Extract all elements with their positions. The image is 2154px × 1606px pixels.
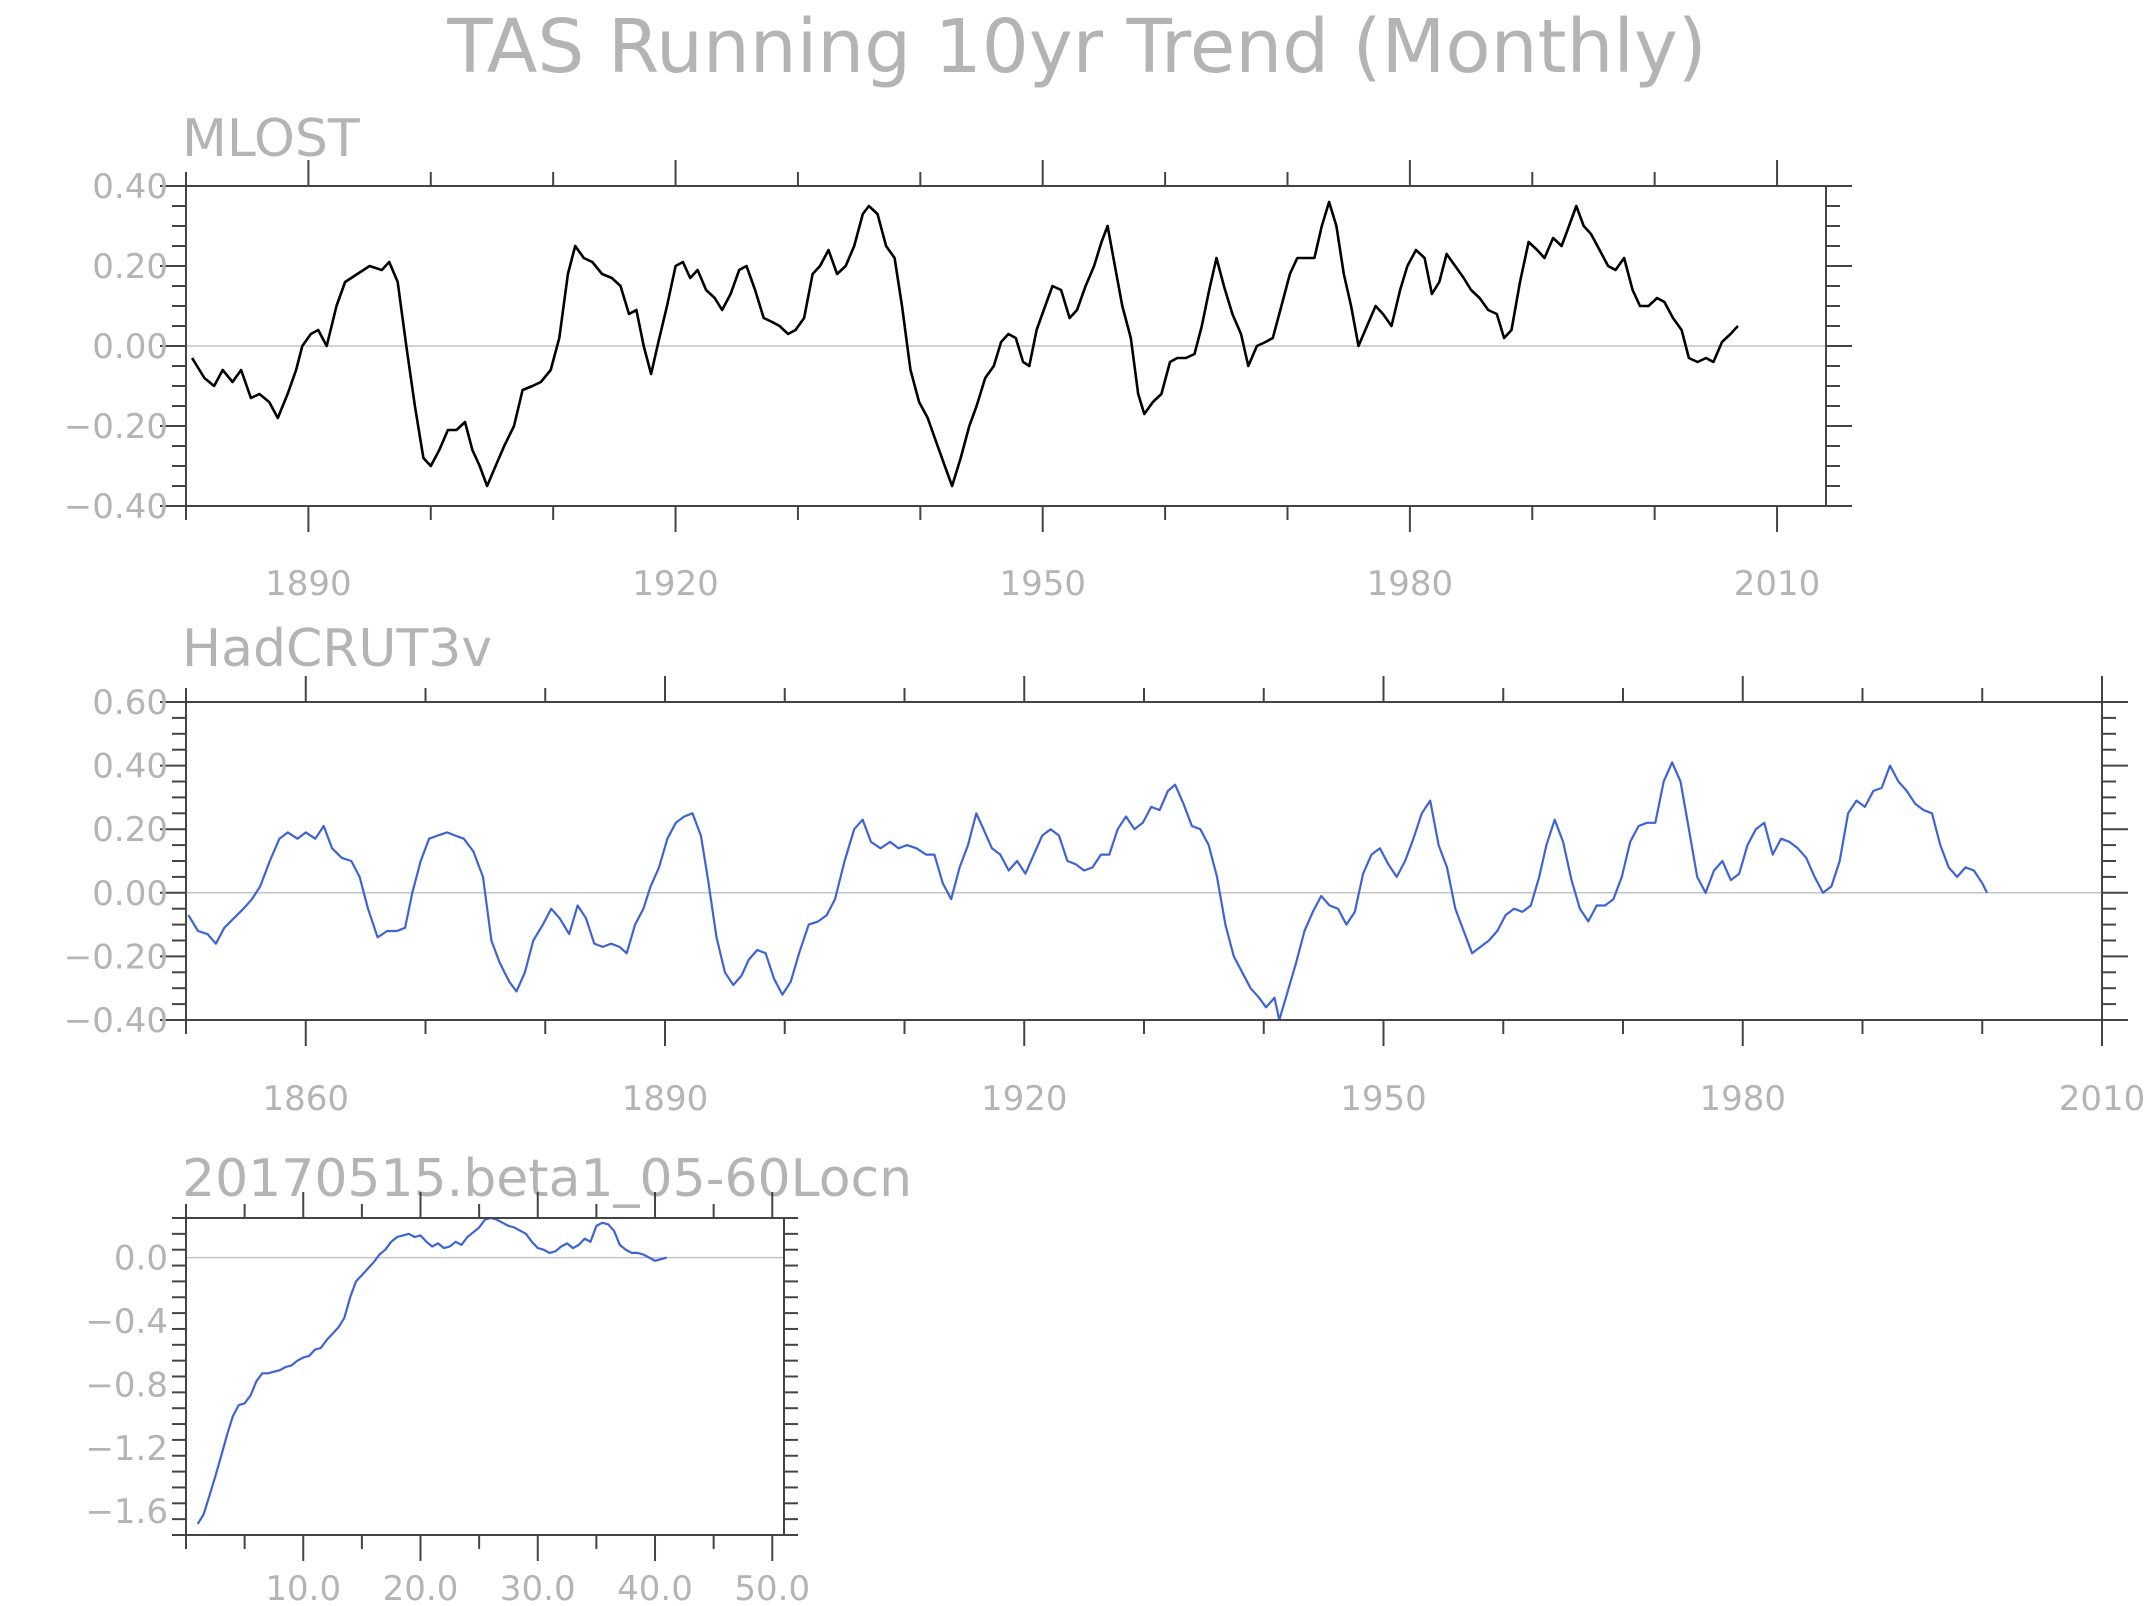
y-tick-label: −0.8 (85, 1365, 168, 1405)
x-tick-label: 10.0 (265, 1569, 341, 1606)
panel-title: 20170515.beta1_05-60Locn (182, 1149, 912, 1209)
panel-hadcrut3v: HadCRUT3v 1860 1890 1920 1950 1980 2010 −0.40 −… (64, 619, 2145, 1119)
x-tick-label: 1950 (999, 564, 1086, 604)
figure-title: TAS Running 10yr Trend (Monthly) (446, 4, 1706, 90)
y-tick-label: −1.2 (85, 1429, 168, 1469)
y-tick-label: 0.20 (92, 247, 168, 287)
series-line (190, 200, 1739, 488)
x-tick-label: 1980 (1367, 564, 1454, 604)
x-tick-label: 1860 (262, 1079, 349, 1119)
panel-title: HadCRUT3v (182, 619, 492, 679)
x-tick-label: 50.0 (734, 1569, 810, 1606)
y-tick-label: 0.40 (92, 167, 168, 207)
y-tick-label: 0.40 (92, 747, 168, 787)
y-tick-label: 0.20 (92, 810, 168, 850)
panel-mlost: MLOST 1890 1920 1950 1980 2010 −0.40 −0.20 0.00… (64, 109, 1852, 604)
y-tick-label: −0.20 (64, 937, 168, 977)
y-tick-label: 0.0 (114, 1239, 168, 1279)
y-tick-label: −0.20 (64, 407, 168, 447)
x-tick-label: 1950 (1340, 1079, 1427, 1119)
x-tick-label: 1920 (632, 564, 719, 604)
x-tick-label: 40.0 (617, 1569, 693, 1606)
plot-frame (185, 1217, 785, 1536)
y-tick-label: 0.60 (92, 683, 168, 723)
y-tick-label: 0.00 (92, 874, 168, 914)
plot-frame (185, 185, 1827, 507)
y-tick-label: −0.40 (64, 487, 168, 527)
x-tick-label: 2010 (2059, 1079, 2146, 1119)
x-tick-label: 30.0 (500, 1569, 576, 1606)
y-tick-label: 0.00 (92, 327, 168, 367)
series-line (187, 761, 1988, 1022)
x-tick-label: 2010 (1734, 564, 1821, 604)
x-tick-label: 1980 (1699, 1079, 1786, 1119)
plot-frame (185, 701, 2103, 1021)
x-tick-label: 1890 (265, 564, 352, 604)
panel-beta1-locn: 20170515.beta1_05-60Locn 10.0 20.0 30.0 40.… (85, 1149, 912, 1606)
x-tick-label: 1920 (981, 1079, 1068, 1119)
y-tick-label: −0.40 (64, 1001, 168, 1041)
series-line (196, 1216, 667, 1525)
x-tick-label: 1890 (622, 1079, 709, 1119)
y-tick-label: −1.6 (85, 1492, 168, 1532)
x-tick-label: 20.0 (383, 1569, 459, 1606)
y-tick-label: −0.4 (85, 1302, 168, 1342)
panel-title: MLOST (182, 109, 360, 169)
